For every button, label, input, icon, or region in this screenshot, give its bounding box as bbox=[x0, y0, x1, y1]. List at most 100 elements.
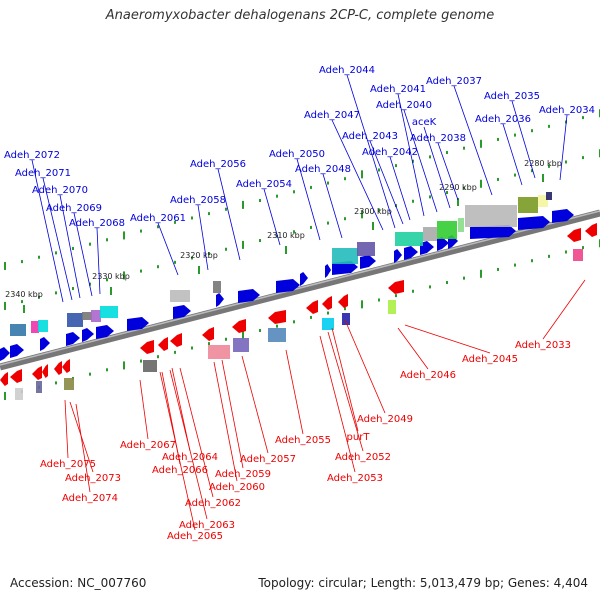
feature-boxes bbox=[10, 192, 583, 400]
leader-line bbox=[296, 158, 321, 241]
gene-label-forward: Adeh_2044 bbox=[319, 65, 375, 76]
gene-label-forward: aceK bbox=[412, 117, 437, 128]
leader-line bbox=[96, 227, 101, 295]
feature-box bbox=[546, 192, 552, 200]
track-dot bbox=[293, 190, 295, 194]
leader-line bbox=[344, 319, 386, 414]
gene-label-reverse: Adeh_2049 bbox=[357, 414, 413, 425]
feature-box bbox=[143, 360, 157, 372]
track-dot bbox=[548, 254, 550, 258]
track-dot bbox=[480, 139, 482, 148]
gene-label-reverse: Adeh_2057 bbox=[240, 454, 296, 465]
track-dot bbox=[344, 177, 346, 181]
track-dot bbox=[174, 350, 176, 354]
gene-label-reverse: Adeh_2067 bbox=[120, 440, 176, 451]
track-dot bbox=[276, 234, 278, 238]
track-dot bbox=[38, 295, 40, 299]
gene-arrow bbox=[437, 237, 449, 251]
leader-line bbox=[64, 399, 69, 459]
feature-box bbox=[573, 249, 583, 261]
tick-label: 2280 kbp bbox=[524, 159, 562, 168]
tick-label: 2310 kbp bbox=[267, 231, 305, 240]
gene-label-reverse: Adeh_2062 bbox=[185, 498, 241, 509]
track-dot bbox=[72, 287, 74, 291]
track-dot bbox=[89, 242, 91, 246]
gene-arrow bbox=[238, 289, 260, 303]
track-dot bbox=[378, 208, 380, 212]
track-dot bbox=[4, 391, 6, 400]
track-dot bbox=[344, 307, 346, 311]
tick-label: 2320 kbp bbox=[180, 251, 218, 260]
gene-label-reverse: Adeh_2074 bbox=[62, 493, 118, 504]
gene-arrow bbox=[0, 372, 8, 386]
track-dot bbox=[327, 311, 329, 315]
track-dot bbox=[191, 346, 193, 350]
track-dot bbox=[565, 250, 567, 254]
gene-arrow bbox=[158, 337, 168, 351]
track-dot bbox=[480, 269, 482, 278]
track-dot bbox=[157, 265, 159, 269]
leader-line bbox=[157, 222, 179, 276]
tick-label: 2290 kbp bbox=[439, 183, 477, 192]
leader-line bbox=[403, 109, 438, 213]
tick-mark bbox=[372, 222, 374, 230]
track-dot bbox=[191, 216, 193, 220]
track-dot bbox=[361, 300, 363, 309]
track-dot bbox=[140, 269, 142, 273]
gene-label-forward: Adeh_2048 bbox=[295, 164, 351, 175]
track-dot bbox=[242, 200, 244, 209]
gene-label-forward: Adeh_2040 bbox=[376, 100, 432, 111]
track-dot bbox=[565, 160, 567, 164]
gene-arrow bbox=[322, 296, 332, 310]
track-dot bbox=[157, 355, 159, 359]
track-dot bbox=[446, 151, 448, 155]
track-dot bbox=[140, 229, 142, 233]
feature-box bbox=[213, 281, 221, 293]
feature-box bbox=[538, 195, 548, 207]
gene-label-reverse: Adeh_2046 bbox=[400, 370, 456, 381]
feature-box bbox=[388, 300, 396, 314]
gene-label-forward: Adeh_2068 bbox=[69, 218, 125, 229]
track-dot bbox=[21, 260, 23, 264]
feature-box bbox=[465, 205, 517, 227]
feature-box bbox=[91, 310, 101, 322]
feature-box bbox=[322, 318, 334, 330]
gene-label-reverse: Adeh_2055 bbox=[275, 435, 331, 446]
feature-box bbox=[170, 290, 190, 302]
gene-label-reverse: Adeh_2059 bbox=[215, 469, 271, 480]
gene-label-forward: Adeh_2043 bbox=[342, 131, 398, 142]
feature-box bbox=[67, 313, 83, 327]
track-dot bbox=[514, 173, 516, 177]
track-dot bbox=[463, 146, 465, 150]
feature-box bbox=[518, 197, 538, 213]
gene-arrow bbox=[420, 241, 434, 255]
map-title: Anaeromyxobacter dehalogenans 2CP-C, com… bbox=[105, 8, 495, 23]
gene-arrow bbox=[585, 223, 597, 237]
feature-box bbox=[458, 218, 464, 232]
track-dot bbox=[123, 231, 125, 240]
track-dot bbox=[582, 156, 584, 160]
leader-line bbox=[221, 359, 244, 469]
tick-mark bbox=[457, 198, 459, 206]
track-dot bbox=[55, 381, 57, 385]
gene-arrow bbox=[567, 228, 581, 242]
track-dot bbox=[123, 271, 125, 280]
tick-label: 2300 kbp bbox=[354, 207, 392, 216]
track-dot bbox=[208, 342, 210, 346]
feature-box bbox=[38, 320, 48, 332]
track-dot bbox=[548, 164, 550, 168]
gene-label-forward: Adeh_2038 bbox=[410, 133, 466, 144]
leader-line bbox=[171, 367, 191, 452]
leader-line bbox=[59, 194, 81, 299]
track-dot bbox=[344, 217, 346, 221]
gene-arrow bbox=[470, 225, 516, 239]
track-dot bbox=[497, 137, 499, 141]
track-dot bbox=[38, 255, 40, 259]
gene-arrow bbox=[42, 364, 48, 378]
scale-ticks: 2280 kbp 2290 kbp 2300 kbp 2310 kbp 2320 kbp… bbox=[5, 159, 562, 313]
leader-line bbox=[559, 114, 568, 181]
track-dot bbox=[429, 195, 431, 199]
track-dot bbox=[157, 225, 159, 229]
feature-box bbox=[64, 378, 74, 390]
leader-line bbox=[437, 142, 459, 201]
